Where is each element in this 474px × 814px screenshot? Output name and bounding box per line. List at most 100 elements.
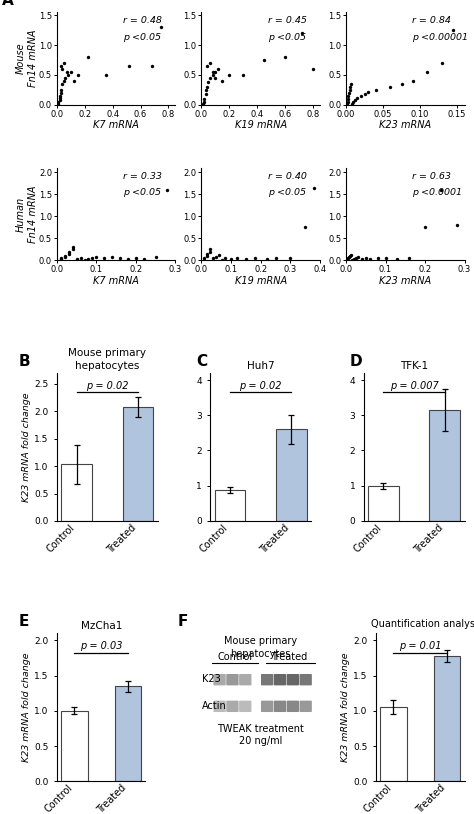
Bar — [115, 686, 141, 781]
Text: p <0.05: p <0.05 — [123, 33, 161, 42]
Text: p <0.05: p <0.05 — [268, 188, 306, 197]
Point — [152, 251, 159, 264]
Text: F: F — [177, 615, 188, 629]
Point — [73, 253, 81, 266]
Point — [56, 94, 64, 107]
Title: MzCha1: MzCha1 — [81, 621, 122, 632]
Point — [387, 81, 394, 94]
Point — [350, 252, 358, 265]
Point — [450, 24, 457, 37]
Point — [61, 250, 69, 263]
Point — [211, 65, 219, 78]
Point — [393, 252, 401, 265]
Bar — [123, 407, 153, 521]
X-axis label: K23 mRNA: K23 mRNA — [379, 120, 431, 130]
Point — [437, 183, 445, 196]
Y-axis label: K23 mRNA fold change: K23 mRNA fold change — [341, 653, 350, 762]
Title: Mouse primary
hepatocytes: Mouse primary hepatocytes — [68, 348, 146, 371]
Point — [57, 83, 65, 96]
Point — [70, 74, 77, 87]
Point — [221, 252, 229, 265]
Point — [207, 245, 214, 258]
Point — [348, 253, 356, 266]
Point — [60, 56, 68, 69]
Point — [348, 97, 356, 110]
Point — [219, 74, 226, 87]
FancyBboxPatch shape — [300, 701, 312, 712]
Point — [215, 248, 223, 261]
Point — [73, 252, 81, 265]
Text: p <0.00001: p <0.00001 — [412, 33, 468, 42]
Point — [109, 251, 116, 264]
Text: r = 0.84: r = 0.84 — [412, 16, 451, 25]
FancyBboxPatch shape — [261, 701, 273, 712]
Text: p = 0.02: p = 0.02 — [239, 381, 282, 391]
Point — [405, 252, 413, 265]
Point — [358, 252, 365, 265]
Point — [65, 247, 73, 260]
Point — [77, 252, 84, 265]
Point — [205, 76, 212, 89]
Text: r = 0.45: r = 0.45 — [268, 16, 307, 25]
Point — [357, 90, 365, 103]
Point — [61, 251, 69, 264]
Point — [132, 252, 140, 265]
Point — [298, 27, 306, 40]
Point — [203, 59, 211, 72]
FancyBboxPatch shape — [287, 701, 299, 712]
Bar — [215, 490, 246, 521]
Text: p = 0.03: p = 0.03 — [80, 641, 122, 651]
Point — [65, 245, 73, 258]
Point — [64, 68, 72, 81]
X-axis label: K23 mRNA: K23 mRNA — [379, 276, 431, 286]
Text: r = 0.40: r = 0.40 — [268, 172, 307, 181]
Point — [309, 63, 317, 76]
Point — [59, 63, 66, 76]
Point — [124, 252, 132, 265]
Point — [69, 243, 76, 256]
Point — [199, 97, 207, 110]
Point — [201, 252, 208, 265]
X-axis label: K7 mRNA: K7 mRNA — [93, 276, 139, 286]
Point — [372, 83, 379, 96]
FancyBboxPatch shape — [213, 674, 226, 685]
Point — [158, 20, 165, 33]
Point — [344, 92, 351, 105]
Text: K23: K23 — [201, 674, 220, 685]
Bar — [368, 486, 399, 521]
Point — [57, 253, 64, 266]
FancyBboxPatch shape — [274, 701, 286, 712]
Text: E: E — [19, 615, 29, 629]
Point — [286, 252, 294, 265]
Text: D: D — [349, 354, 362, 369]
Point — [219, 253, 226, 266]
Point — [202, 88, 210, 101]
Point — [343, 252, 351, 265]
Point — [202, 83, 210, 96]
Text: p <0.05: p <0.05 — [123, 188, 161, 197]
Point — [351, 94, 359, 107]
FancyBboxPatch shape — [261, 674, 273, 685]
Point — [69, 241, 76, 254]
Point — [81, 253, 88, 266]
FancyBboxPatch shape — [239, 701, 251, 712]
Point — [260, 54, 268, 67]
Point — [350, 95, 357, 108]
Point — [201, 92, 208, 105]
Text: B: B — [19, 354, 31, 369]
Point — [209, 68, 217, 81]
Point — [126, 59, 133, 72]
Bar — [61, 711, 88, 781]
FancyBboxPatch shape — [287, 674, 299, 685]
Point — [226, 68, 233, 81]
Point — [206, 72, 214, 85]
Point — [353, 91, 361, 104]
Point — [203, 81, 211, 94]
Text: TWEAK treatment
20 ng/ml: TWEAK treatment 20 ng/ml — [217, 724, 304, 746]
Point — [63, 65, 71, 78]
Text: r = 0.63: r = 0.63 — [412, 172, 451, 181]
FancyBboxPatch shape — [300, 674, 312, 685]
Point — [62, 72, 69, 85]
Point — [203, 250, 211, 263]
Point — [55, 95, 62, 108]
